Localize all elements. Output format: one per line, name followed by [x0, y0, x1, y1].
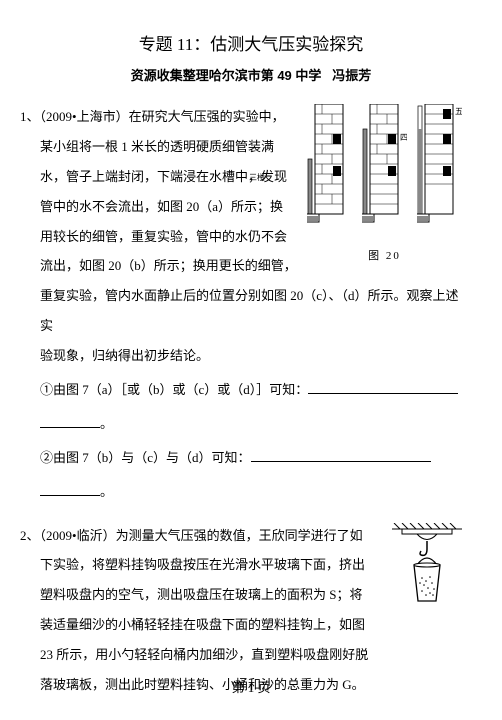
q2-l3: 塑料吸盘内的空气，测出吸盘压在玻璃上的面积为 S；将	[40, 587, 362, 602]
floor-label-3: 三楼	[247, 169, 267, 187]
subtitle-author: 冯振芳	[332, 68, 371, 83]
q1-l8: 验现象，归纳得出初步结论。	[40, 348, 209, 363]
q1-building-b: 四楼	[362, 104, 407, 224]
q1-sub1: ①由图 7（a）［或（b）或（c）或（d）］可知：	[40, 375, 462, 405]
q1-l4: 管中的水不会流出，如图 20（a）所示；换	[40, 199, 283, 214]
q2-l2: 下实验，将塑料挂钩吸盘按压在光滑水平玻璃下面，挤出	[40, 557, 365, 572]
q1-building-c: 五楼	[417, 104, 462, 224]
page-title: 专题 11：估测大气压实验探究	[40, 30, 462, 55]
q1-figure-caption: 图 20	[307, 244, 462, 269]
blank-line	[251, 447, 431, 462]
q1-l2: 某小组将一根 1 米长的透明硬质细管装满	[40, 139, 274, 154]
q1-sub2: ②由图 7（b）与（c）与（d）可知：	[40, 443, 462, 473]
q1-sub1-text: ①由图 7（a）［或（b）或（c）或（d）］可知：	[40, 382, 308, 397]
q1-l6: 流出，如图 20（b）所示；换用更长的细管，	[40, 258, 297, 273]
floor-label-5: 五楼	[455, 106, 462, 116]
q2-figure	[392, 523, 462, 654]
q1-sub1-blank2: 。	[40, 409, 462, 439]
period: 。	[100, 484, 113, 499]
q1-source: （2009•上海市）	[40, 109, 129, 124]
page-footer: 第 1 页	[0, 677, 502, 696]
q1-figure: 四楼	[307, 104, 462, 270]
q1-num: 1、	[20, 109, 40, 124]
q1-building-a	[307, 104, 352, 224]
q2-l4: 装适量细沙的小桶轻轻挂在吸盘下面的塑料挂钩上，如图	[40, 617, 365, 632]
blank-line	[40, 413, 100, 428]
q2-source: （2009•临沂）	[40, 528, 116, 543]
q1-sub2-text: ②由图 7（b）与（c）与（d）可知：	[40, 450, 251, 465]
document-page: 专题 11：估测大气压实验探究 资源收集整理哈尔滨市第 49 中学 冯振芳	[0, 0, 502, 720]
q2-num: 2、	[20, 528, 40, 543]
blank-line	[40, 481, 100, 496]
floor-label-4: 四楼	[400, 132, 407, 142]
blank-line	[308, 379, 458, 394]
question-2: 2、（2009•临沂）为测量大气压强的数值，王欣同学进行了如 下实验，将塑料挂钩…	[40, 521, 462, 700]
q2-l5: 23 所示，用小勺轻轻向桶内加细沙，直到塑料吸盘刚好脱	[40, 647, 368, 662]
q1-l7: 重复实验，管内水面静止后的位置分别如图 20（c）、（d）所示。观察上述实	[40, 288, 459, 333]
question-1: 四楼	[40, 102, 462, 507]
period: 。	[100, 416, 113, 431]
subtitle-prefix: 资源收集整理哈尔滨市第 49 中学	[131, 68, 322, 83]
q1-intro: 在研究大气压强的实验中，	[129, 109, 285, 124]
page-subtitle: 资源收集整理哈尔滨市第 49 中学 冯振芳	[40, 65, 462, 84]
q2-l1: 为测量大气压强的数值，王欣同学进行了如	[116, 528, 363, 543]
q1-sub2-blank2: 。	[40, 477, 462, 507]
q1-l5: 用较长的细管，重复实验，管中的水仍不会	[40, 229, 287, 244]
q1-figure-row: 四楼	[307, 104, 462, 224]
